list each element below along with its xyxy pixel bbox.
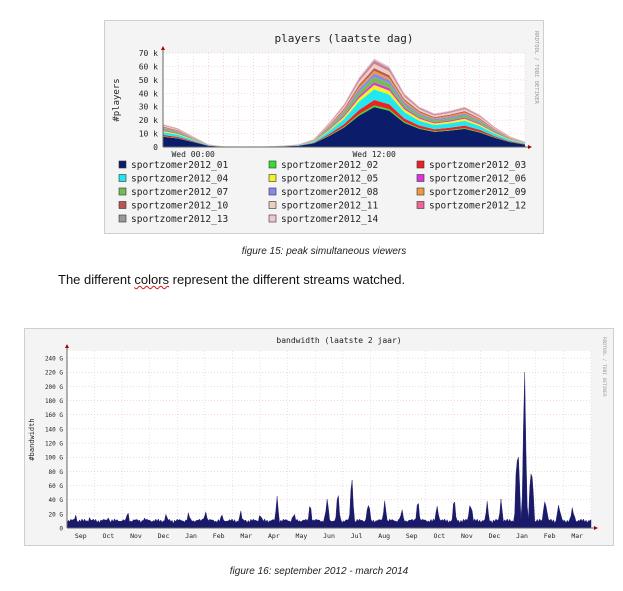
y-tick-label: 160 G — [45, 412, 63, 419]
y-tick-label: 60 G — [49, 483, 64, 490]
x-tick-label: Jan — [185, 532, 197, 540]
x-tick-label: Nov — [461, 532, 473, 540]
x-tick-label: Jul — [351, 532, 363, 540]
paragraph: The different colors represent the diffe… — [58, 272, 405, 287]
y-tick-label: 240 G — [45, 356, 63, 363]
x-tick-label: Dec — [158, 532, 170, 540]
legend-label: sportzomer2012_09 — [429, 187, 527, 198]
legend-label: sportzomer2012_08 — [281, 187, 379, 198]
paragraph-misspelled-word: colors — [134, 272, 170, 287]
legend-swatch — [268, 187, 277, 196]
bandwidth-chart: bandwidth (laatste 2 jaar) #bandwidth RRDT… — [24, 328, 614, 546]
y-tick-label: 40 G — [49, 497, 64, 504]
legend-label: sportzomer2012_05 — [281, 174, 378, 185]
chart-title: players (laatste dag) — [274, 32, 413, 45]
legend-label: sportzomer2012_10 — [131, 201, 229, 212]
y-tick-label: 0 — [153, 143, 158, 152]
y-tick-label: 20 k — [139, 116, 158, 125]
legend-swatch — [268, 160, 277, 169]
x-tick-label: Oct — [102, 532, 114, 540]
legend-swatch — [268, 201, 277, 209]
x-tick-label: Feb — [544, 532, 556, 540]
x-tick-label: May — [296, 532, 308, 540]
figure-15-caption: figure 15: peak simultaneous viewers — [241, 246, 407, 257]
y-tick-label: 30 k — [139, 103, 158, 112]
x-tick-label: Sep — [75, 532, 87, 540]
legend-label: sportzomer2012_01 — [131, 160, 229, 171]
y-tick-label: 20 G — [49, 511, 64, 518]
bandwidth-chart-svg: bandwidth (laatste 2 jaar) #bandwidth RRDT… — [28, 336, 607, 540]
y-tick-label: 40 k — [139, 89, 158, 98]
bandwidth-area — [66, 372, 592, 529]
legend-swatch — [416, 187, 425, 196]
legend-label: sportzomer2012_02 — [281, 160, 378, 171]
legend-swatch — [118, 187, 127, 196]
x-tick-label: Mar — [571, 532, 583, 540]
series-area-sportzomer2012_01 — [163, 107, 525, 147]
y-tick-label: 80 G — [49, 469, 64, 476]
legend-swatch — [268, 174, 277, 182]
x-tick-label: Sep — [406, 532, 418, 540]
x-tick-label: Aug — [378, 532, 390, 540]
y-tick-label: 60 k — [139, 62, 158, 71]
legend-label: sportzomer2012_12 — [429, 201, 526, 212]
legend-swatch — [416, 201, 425, 209]
y-tick-label: 140 G — [45, 426, 63, 433]
y-tick-label: 120 G — [45, 441, 63, 448]
y-axis-label: #bandwidth — [28, 418, 36, 460]
players-chart: players (laatste dag) #players RRDTOOL / T… — [104, 20, 544, 234]
legend-swatch — [118, 174, 127, 182]
chart-title: bandwidth (laatste 2 jaar) — [276, 336, 401, 345]
legend-swatch — [118, 214, 127, 223]
x-tick-label: Nov — [130, 532, 142, 540]
x-tick-label: Jan — [516, 532, 528, 540]
x-tick-label: Oct — [433, 532, 445, 540]
y-tick-label: 220 G — [45, 370, 63, 377]
x-tick-label: Mar — [240, 532, 252, 540]
y-tick-label: 50 k — [139, 76, 158, 85]
legend-label: sportzomer2012_11 — [281, 201, 379, 212]
legend-label: sportzomer2012_07 — [131, 187, 228, 198]
x-tick-label: Apr — [268, 532, 280, 540]
y-tick-label: 0 — [59, 526, 63, 533]
legend-swatch — [118, 160, 127, 169]
legend-label: sportzomer2012_04 — [131, 174, 229, 185]
x-axis-arrow — [528, 145, 532, 149]
y-tick-label: 10 k — [139, 130, 158, 139]
plot-area — [67, 351, 591, 528]
watermark: RRDTOOL / TOBI OETIKER — [601, 337, 607, 397]
x-tick-label: Dec — [489, 532, 501, 540]
y-tick-label: 180 G — [45, 398, 63, 405]
watermark: RRDTOOL / TOBI OETIKER — [533, 31, 539, 105]
legend-swatch — [118, 201, 127, 209]
paragraph-text-before: The different — [58, 272, 135, 287]
legend-swatch — [416, 160, 425, 169]
legend-swatch — [416, 174, 425, 182]
x-axis-arrow — [594, 526, 598, 530]
paragraph-text-after: represent the different streams watched. — [169, 272, 406, 287]
players-chart-svg: players (laatste dag) #players RRDTOOL / T… — [112, 31, 539, 225]
legend-label: sportzomer2012_13 — [131, 214, 228, 225]
y-tick-label: 100 G — [45, 455, 63, 462]
x-tick-label: Wed 12:00 — [352, 150, 396, 159]
x-tick-label: Jun — [323, 532, 335, 540]
legend-label: sportzomer2012_06 — [429, 174, 527, 185]
x-tick-label: Wed 00:00 — [171, 150, 215, 159]
legend-label: sportzomer2012_14 — [281, 214, 379, 225]
y-axis-arrow — [161, 46, 165, 50]
x-tick-label: Feb — [213, 532, 225, 540]
y-axis-arrow — [65, 344, 69, 348]
legend-swatch — [268, 214, 277, 223]
figure-16-caption: figure 16: september 2012 - march 2014 — [229, 566, 409, 577]
legend-label: sportzomer2012_03 — [429, 160, 526, 171]
y-axis-label: #players — [112, 78, 122, 121]
y-tick-label: 70 k — [139, 49, 158, 58]
y-tick-label: 200 G — [45, 384, 63, 391]
